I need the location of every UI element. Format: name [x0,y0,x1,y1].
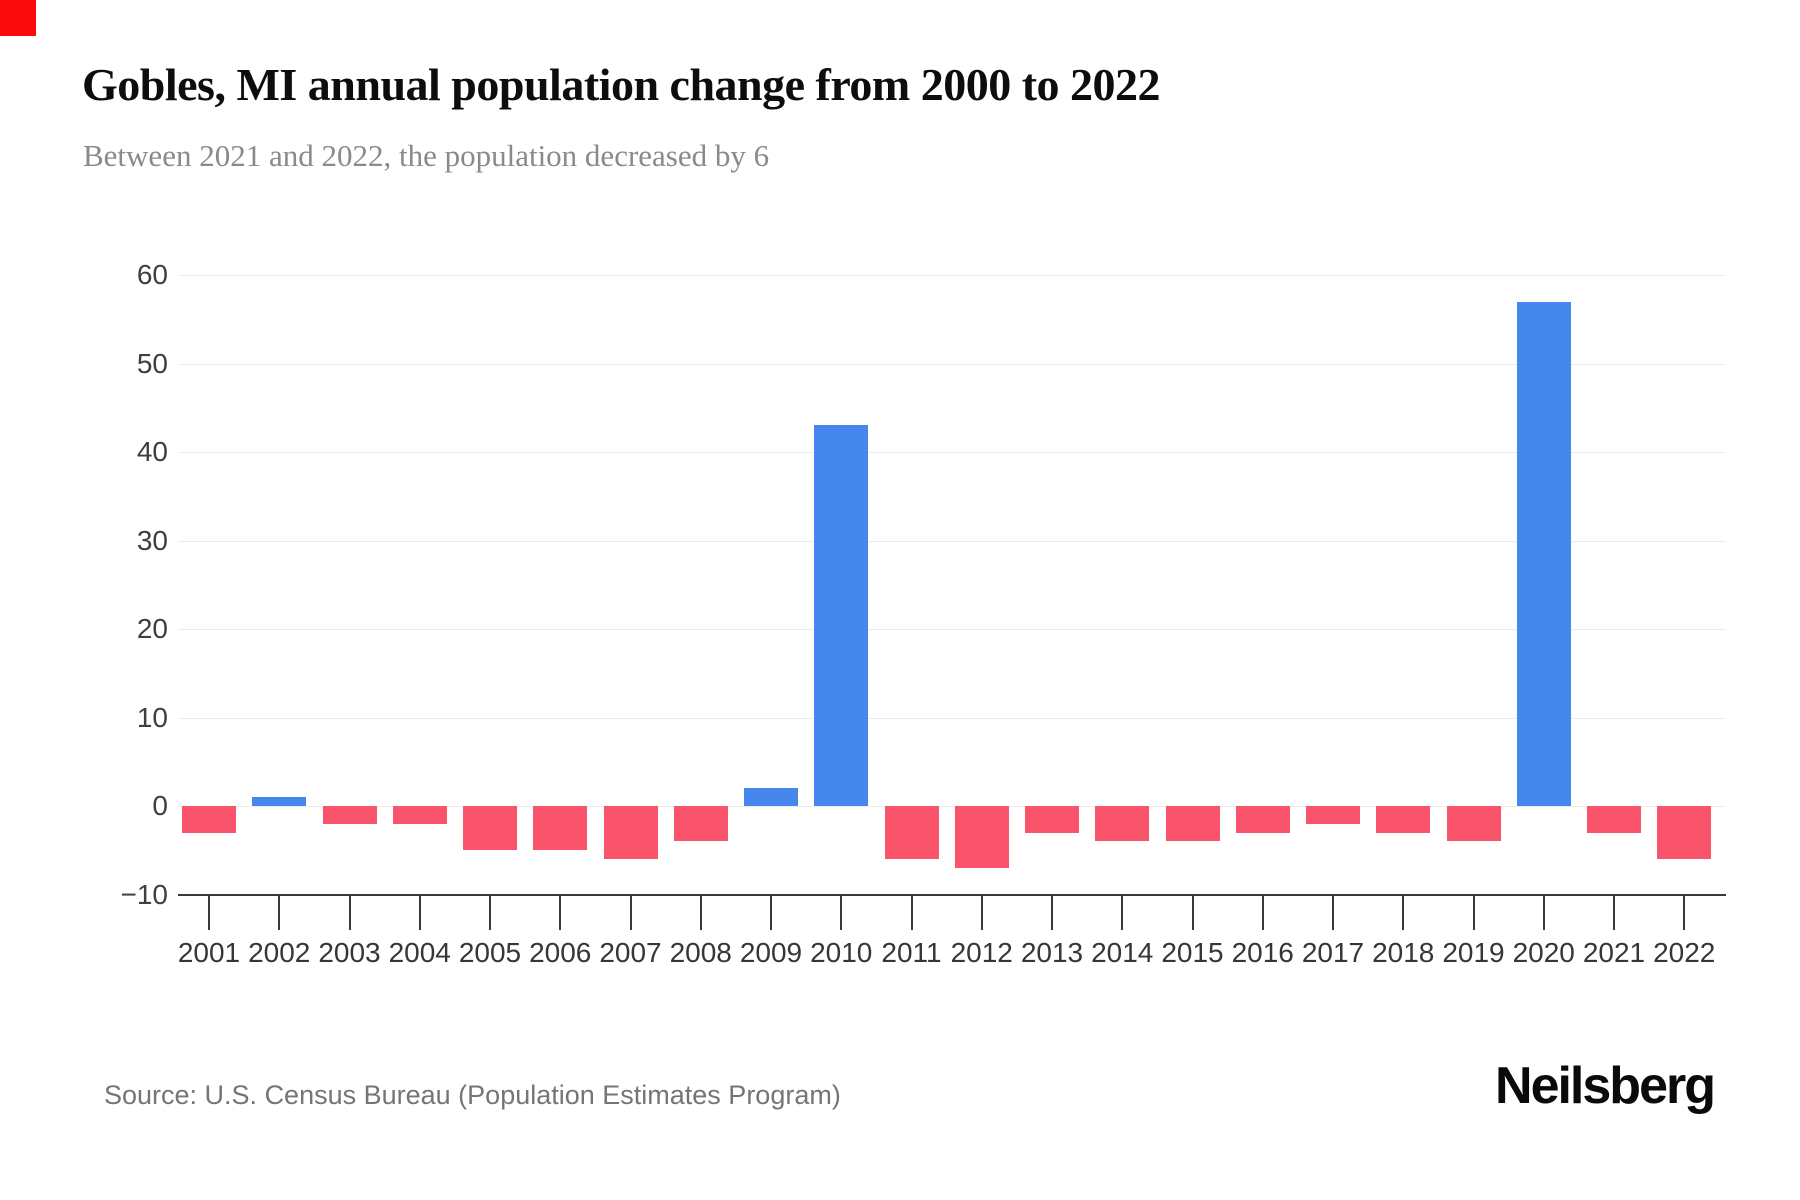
x-tick-2008 [699,895,702,930]
y-axis-tick-label: 50 [136,347,168,379]
bar-2020[interactable] [1516,301,1571,806]
bar-2012[interactable] [954,806,1009,868]
bar-2013[interactable] [1025,806,1079,833]
x-tick-2007 [629,895,632,930]
gridline-y-60 [178,275,1726,276]
corner-marker [0,0,36,36]
x-axis-tick-label: 2012 [950,937,1013,968]
x-axis-tick-label: 2006 [529,937,592,968]
x-tick-2003 [348,895,351,930]
bar-2006[interactable] [533,806,588,851]
gridline-y-40 [178,452,1726,453]
bar-2022[interactable] [1657,806,1712,860]
x-axis-tick-label: 2003 [318,937,381,968]
x-axis-tick-label: 2010 [810,937,873,968]
x-axis-tick-label: 2014 [1091,937,1154,968]
x-axis-tick-label: 2008 [669,937,732,968]
x-tick-2004 [418,895,421,930]
bar-2016[interactable] [1235,806,1290,833]
bar-2005[interactable] [463,806,517,851]
x-axis-tick-label: 2021 [1582,937,1646,968]
bar-2009[interactable] [744,788,798,806]
bar-chart-plot-area: 60 50 40 30 20 10 0 −10 2001 2002 2003 2004 2005 2006… [120,259,1726,968]
x-axis-tick-label: 2013 [1020,937,1084,968]
neilsberg-logo: Neilsberg [1495,1057,1716,1115]
x-tick-2014 [1121,895,1124,930]
bar-2004[interactable] [392,806,447,824]
bar-2001[interactable] [182,806,236,833]
x-tick-2021 [1613,895,1615,930]
x-tick-2009 [770,895,772,930]
x-axis-tick-label: 2022 [1653,937,1716,968]
x-tick-2016 [1261,895,1264,930]
bar-2010[interactable] [814,425,869,806]
x-axis-tick-label: 2002 [248,937,311,968]
bar-2015[interactable] [1165,806,1220,842]
x-tick-2013 [1051,895,1053,930]
bar-2017[interactable] [1306,806,1360,824]
x-tick-2022 [1683,895,1686,930]
x-axis-tick-label: 2011 [881,937,942,968]
y-axis-tick-label: 40 [136,436,168,467]
y-axis-tick-label: −10 [120,878,169,910]
x-axis-tick-label: 2001 [177,937,241,968]
x-tick-2011 [910,895,913,930]
x-tick-2005 [489,895,491,930]
y-axis-tick-label: 0 [152,790,168,821]
x-axis-tick-label: 2017 [1301,937,1365,968]
y-axis-tick-label: 60 [136,259,168,290]
x-tick-2006 [559,895,562,930]
bar-2018[interactable] [1376,806,1431,833]
x-axis-tick-label: 2004 [388,937,451,968]
gridline-y-0 [178,806,1726,807]
x-axis-tick-label: 2009 [739,937,803,968]
y-axis-tick-label: 20 [136,613,168,644]
bar-2003[interactable] [322,806,377,824]
x-tick-2015 [1191,895,1194,930]
bar-2007[interactable] [603,806,658,860]
x-tick-2019 [1472,895,1475,930]
y-axis-tick-label: 30 [136,524,168,556]
x-tick-2012 [980,895,983,930]
bar-2014[interactable] [1095,806,1150,842]
x-axis-line [178,893,1726,896]
x-tick-2020 [1542,895,1545,930]
y-axis-tick-label: 10 [136,701,168,733]
gridline-y-10 [178,717,1726,719]
x-tick-2018 [1402,895,1405,930]
bar-2008[interactable] [673,806,728,842]
gridline-y-50 [178,363,1726,365]
x-axis-tick-label: 2018 [1372,937,1435,968]
gridline-y-20 [178,629,1726,630]
x-axis-tick-label: 2020 [1512,937,1575,968]
page-title: Gobles, MI annual population change from… [82,59,1161,110]
x-tick-2017 [1332,895,1334,930]
gridline-y-30 [178,540,1726,542]
x-axis-tick-label: 2005 [458,937,522,968]
x-tick-2010 [840,895,843,930]
bar-2002[interactable] [252,797,307,806]
x-axis-tick-label: 2016 [1231,937,1294,968]
source-note: Source: U.S. Census Bureau (Population E… [104,1080,841,1110]
page-subtitle: Between 2021 and 2022, the population de… [83,138,770,173]
x-axis-tick-label: 2007 [599,937,662,968]
x-tick-2001 [208,895,210,930]
bar-2021[interactable] [1587,806,1641,833]
x-axis-tick-label: 2019 [1442,937,1505,968]
x-tick-2002 [278,895,281,930]
x-axis-tick-label: 2015 [1161,937,1224,968]
bar-2019[interactable] [1446,806,1501,842]
bar-2011[interactable] [884,806,939,860]
